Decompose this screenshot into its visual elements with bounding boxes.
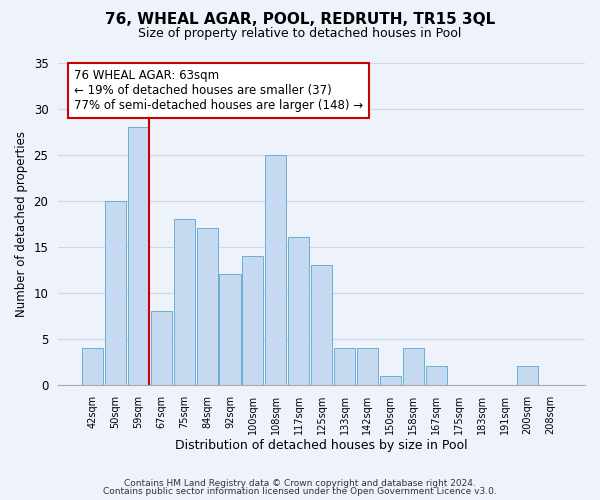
Bar (517, 366, 538, 385)
Bar (197, 228, 218, 385)
Bar (357, 348, 378, 385)
Bar (334, 348, 355, 385)
Text: Size of property relative to detached houses in Pool: Size of property relative to detached ho… (139, 28, 461, 40)
Bar (173, 219, 195, 385)
Bar (105, 200, 126, 385)
Text: 76 WHEAL AGAR: 63sqm
← 19% of detached houses are smaller (37)
77% of semi-detac: 76 WHEAL AGAR: 63sqm ← 19% of detached h… (74, 69, 363, 112)
Bar (220, 274, 241, 385)
Bar (128, 127, 149, 385)
Bar (288, 238, 309, 385)
Text: Contains HM Land Registry data © Crown copyright and database right 2024.: Contains HM Land Registry data © Crown c… (124, 478, 476, 488)
Bar (242, 256, 263, 385)
Bar (151, 311, 172, 385)
Text: 76, WHEAL AGAR, POOL, REDRUTH, TR15 3QL: 76, WHEAL AGAR, POOL, REDRUTH, TR15 3QL (105, 12, 495, 28)
Bar (82, 348, 103, 385)
Text: Contains public sector information licensed under the Open Government Licence v3: Contains public sector information licen… (103, 487, 497, 496)
Bar (311, 265, 332, 385)
Bar (265, 154, 286, 385)
Y-axis label: Number of detached properties: Number of detached properties (15, 130, 28, 316)
Bar (425, 366, 446, 385)
Bar (380, 376, 401, 385)
Bar (403, 348, 424, 385)
X-axis label: Distribution of detached houses by size in Pool: Distribution of detached houses by size … (175, 440, 468, 452)
